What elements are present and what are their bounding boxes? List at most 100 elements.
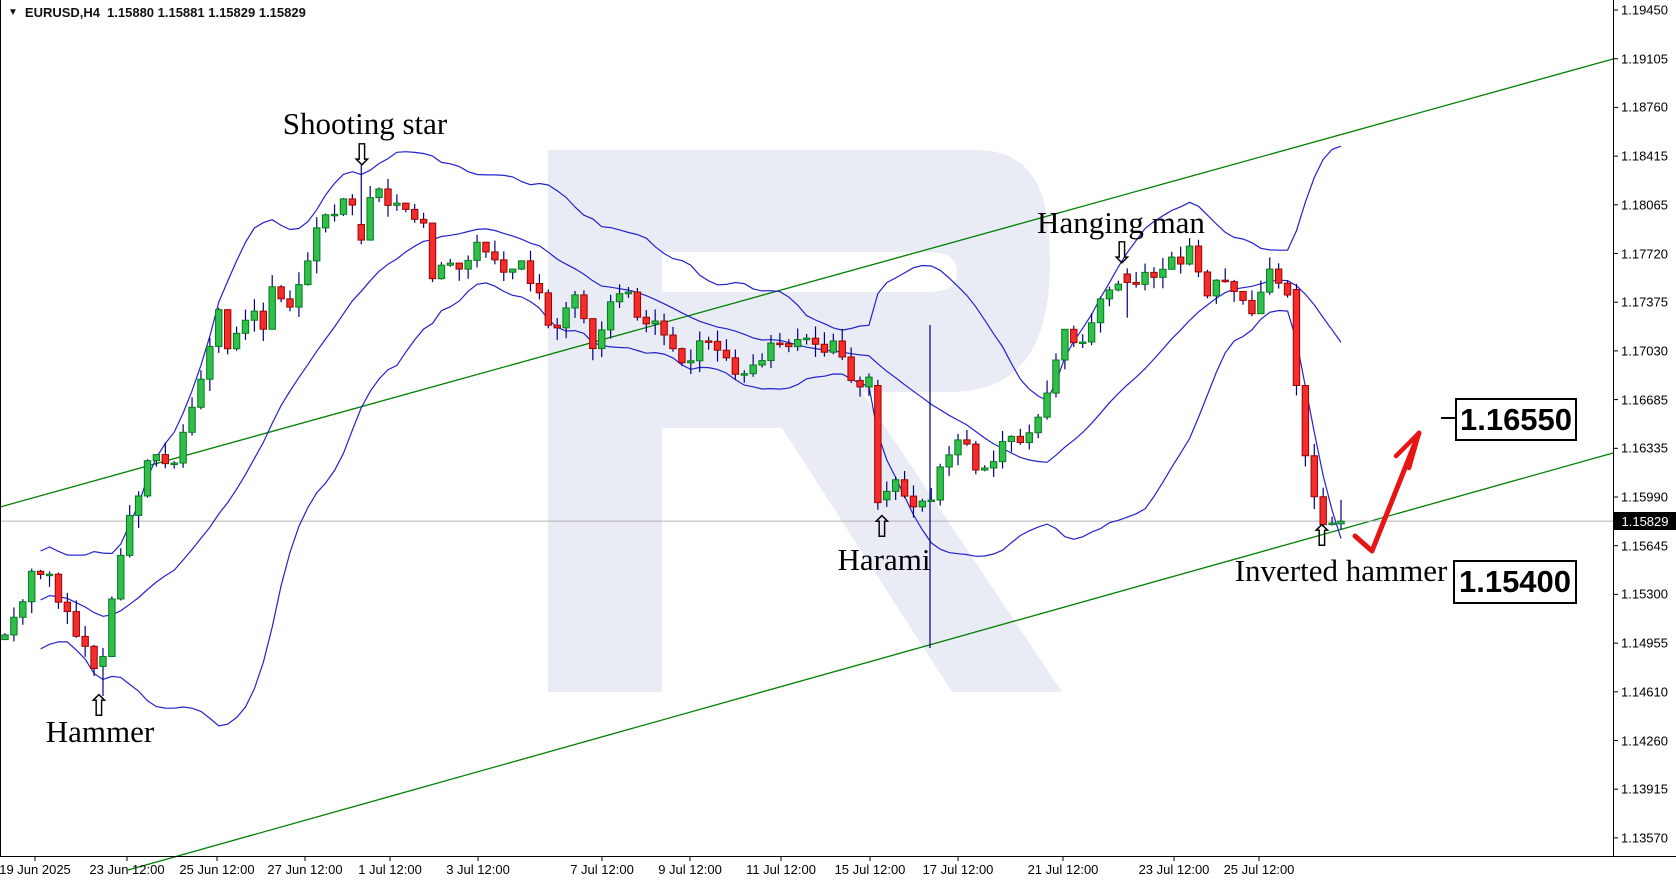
- candle: [19, 599, 27, 625]
- candle: [838, 328, 846, 361]
- candle: [1319, 487, 1327, 527]
- candle: [1087, 313, 1096, 346]
- candle: [1301, 384, 1310, 467]
- candle: [72, 600, 80, 638]
- candle: [295, 272, 303, 318]
- candle: [606, 294, 615, 339]
- candle: [1096, 296, 1105, 333]
- annotation-shooting-star[interactable]: Shooting star: [282, 106, 448, 141]
- candle: [90, 644, 98, 676]
- candle: [143, 459, 152, 498]
- up-block-arrow-icon[interactable]: ⇧: [1309, 519, 1335, 554]
- candle: [642, 310, 650, 333]
- annotation-hammer[interactable]: Hammer: [45, 714, 155, 749]
- annotation-hanging-man[interactable]: Hanging man: [1037, 205, 1205, 240]
- candle: [660, 313, 668, 346]
- candle: [945, 446, 953, 476]
- candle: [1185, 238, 1194, 266]
- candle: [847, 347, 855, 383]
- price-target-box-upper[interactable]: 1.16550: [1455, 398, 1577, 441]
- candle: [215, 307, 223, 353]
- candle: [927, 487, 935, 503]
- candle: [1203, 269, 1212, 299]
- candle: [36, 569, 45, 580]
- candle: [473, 234, 481, 268]
- price-scale-label: 1.16685: [1621, 392, 1668, 408]
- bollinger-middle[interactable]: [40, 228, 1342, 617]
- candle: [535, 274, 544, 300]
- candle: [108, 596, 116, 658]
- candle: [10, 607, 18, 642]
- candle: [81, 625, 89, 657]
- candle: [1194, 239, 1203, 278]
- candle: [491, 240, 499, 265]
- candle: [241, 309, 250, 340]
- candle: [936, 463, 944, 506]
- candle: [1105, 286, 1114, 307]
- candle: [820, 332, 829, 357]
- chart-title: ▼ EURUSD,H4 1.15880 1.15881 1.15829 1.15…: [8, 5, 306, 20]
- time-scale-label: 11 Jul 12:00: [746, 862, 816, 877]
- candle: [428, 222, 437, 283]
- candle: [696, 331, 704, 373]
- candle: [1, 633, 9, 641]
- candle: [339, 198, 348, 217]
- price-scale-label: 1.14610: [1621, 684, 1668, 700]
- candle: [767, 334, 775, 369]
- annotation-harami[interactable]: Harami: [837, 542, 931, 577]
- price-scale-label: 1.17720: [1621, 246, 1668, 261]
- candle: [1212, 279, 1221, 304]
- price-scale-label: 1.15990: [1621, 489, 1668, 505]
- time-scale-label: 23 Jun 12:00: [89, 862, 165, 877]
- candle: [500, 251, 508, 282]
- price-scale-label: 1.18415: [1621, 148, 1668, 164]
- candle: [856, 376, 864, 397]
- candle: [161, 442, 170, 469]
- bollinger-upper[interactable]: [40, 145, 1342, 556]
- time-scale-label: 1 Jul 12:00: [358, 862, 422, 877]
- price-scale-label: 1.18760: [1621, 99, 1668, 115]
- trendline-upper[interactable]: [0, 58, 1614, 508]
- annotation-inverted-hammer[interactable]: Inverted hammer: [1234, 553, 1448, 588]
- candle: [865, 373, 873, 396]
- candle: [589, 318, 597, 361]
- candle: [785, 339, 793, 353]
- candle: [1007, 435, 1016, 452]
- candle: [989, 450, 998, 477]
- price-scale-label: 1.17030: [1621, 343, 1668, 359]
- candle: [998, 430, 1007, 469]
- forecast-arrow[interactable]: [1352, 430, 1422, 554]
- candle: [125, 505, 134, 558]
- candle: [1016, 428, 1025, 445]
- candle: [419, 212, 428, 228]
- trendline-lower[interactable]: [127, 452, 1614, 871]
- candle: [1168, 251, 1176, 270]
- candle: [402, 202, 410, 213]
- candle: [1274, 263, 1283, 289]
- candle: [28, 568, 36, 614]
- candle: [437, 262, 446, 280]
- candle: [1025, 424, 1033, 450]
- candle: [891, 476, 900, 500]
- candle: [1159, 258, 1167, 289]
- time-scale-label: 3 Jul 12:00: [446, 862, 510, 877]
- candle: [179, 424, 187, 468]
- candle: [1310, 443, 1318, 510]
- up-block-arrow-icon[interactable]: ⇧: [86, 689, 112, 724]
- current-price-tag: 1.15829: [1614, 512, 1676, 531]
- candle: [571, 290, 579, 318]
- candle: [544, 289, 553, 329]
- candle: [223, 309, 232, 355]
- price-scale-label: 1.15645: [1621, 538, 1668, 554]
- price-target-box-lower[interactable]: 1.15400: [1453, 560, 1577, 604]
- down-block-arrow-icon[interactable]: ⇩: [349, 138, 375, 173]
- candle: [117, 548, 125, 601]
- down-block-arrow-icon[interactable]: ⇩: [1109, 236, 1135, 271]
- candle: [981, 465, 989, 472]
- price-scale-label: 1.17375: [1621, 294, 1668, 310]
- candle: [802, 334, 811, 345]
- price-target-tick: [1441, 417, 1455, 419]
- up-block-arrow-icon[interactable]: ⇧: [869, 510, 895, 545]
